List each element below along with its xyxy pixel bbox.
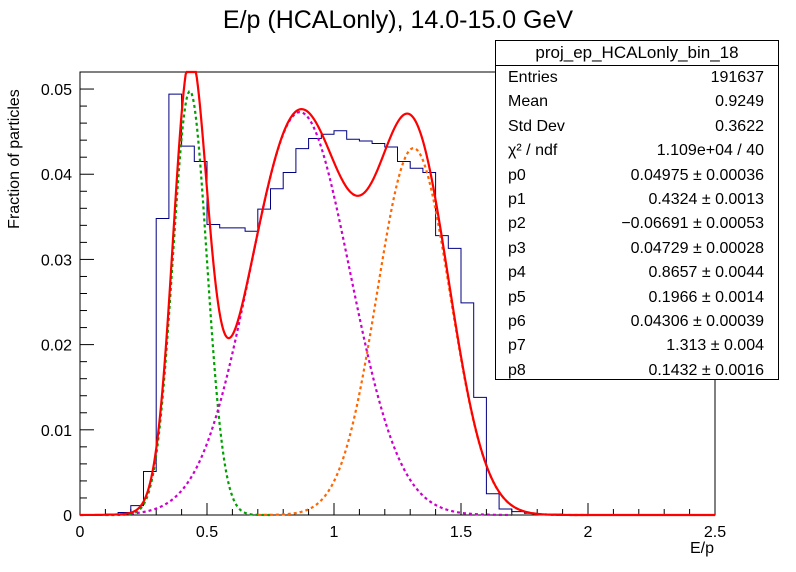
stats-row: p8 0.1432 ± 0.0016 — [496, 359, 778, 383]
x-tick-label: 1 — [330, 524, 339, 541]
stats-label: p2 — [508, 215, 526, 233]
y-tick-label: 0.04 — [41, 167, 72, 184]
stats-value: 0.9249 — [715, 93, 764, 111]
stats-row: p1 0.4324 ± 0.0013 — [496, 188, 778, 212]
stats-value: 0.1432 ± 0.0016 — [648, 361, 764, 379]
stats-row: p5 0.1966 ± 0.0014 — [496, 286, 778, 310]
y-tick-label: 0.02 — [41, 338, 72, 355]
stats-label: p1 — [508, 190, 526, 208]
chart-title: E/p (HCALonly), 14.0-15.0 GeV — [222, 6, 574, 34]
stats-box: proj_ep_HCALonly_bin_18 Entries 191637 Mea… — [495, 40, 779, 380]
histogram-series — [80, 93, 715, 516]
stats-value: 0.3622 — [715, 117, 764, 135]
stats-label: p4 — [508, 264, 526, 282]
stats-label: p6 — [508, 312, 526, 330]
x-tick-label: 2.5 — [704, 524, 726, 541]
y-axis-label: Fraction of particles — [6, 89, 23, 229]
y-tick-label: 0 — [63, 508, 72, 525]
stats-label: χ² / ndf — [508, 142, 558, 160]
x-tick-label: 0.5 — [196, 524, 218, 541]
stats-row: p3 0.04729 ± 0.00028 — [496, 237, 778, 261]
stats-row: p4 0.8657 ± 0.0044 — [496, 261, 778, 285]
y-tick-label: 0.01 — [41, 423, 72, 440]
stats-value: 0.04729 ± 0.00028 — [630, 239, 764, 257]
x-tick-label: 2 — [584, 524, 593, 541]
stats-row: Std Dev 0.3622 — [496, 115, 778, 139]
x-tick-label: 0 — [76, 524, 85, 541]
stats-row: χ² / ndf 1.109e+04 / 40 — [496, 139, 778, 163]
stats-value: 0.04975 ± 0.00036 — [630, 166, 764, 184]
stats-label: p5 — [508, 288, 526, 306]
stats-label: Std Dev — [508, 117, 565, 135]
stats-row: Entries 191637 — [496, 66, 778, 90]
stats-value: 0.1966 ± 0.0014 — [648, 288, 764, 306]
stats-value: 1.109e+04 / 40 — [656, 142, 764, 160]
stats-label: Mean — [508, 93, 549, 111]
stats-row: p7 1.313 ± 0.004 — [496, 334, 778, 358]
stats-row: p2 −0.06691 ± 0.00053 — [496, 212, 778, 236]
stats-label: Entries — [508, 69, 558, 86]
y-tick-label: 0.05 — [41, 82, 72, 99]
stats-value: 0.8657 ± 0.0044 — [648, 264, 764, 282]
stats-label: p8 — [508, 361, 526, 379]
x-tick-label: 1.5 — [450, 524, 472, 541]
stats-label: p3 — [508, 239, 526, 257]
stats-rows: Entries 191637 Mean 0.9249 Std Dev 0.3622 χ² /… — [496, 66, 778, 383]
stats-row: p6 0.04306 ± 0.00039 — [496, 310, 778, 334]
fit-total-curve — [79, 70, 715, 517]
stats-label: p7 — [508, 337, 526, 355]
stats-box-title: proj_ep_HCALonly_bin_18 — [496, 41, 778, 66]
x-axis-label: E/p — [689, 540, 714, 557]
fit-component-1 — [105, 90, 271, 517]
y-tick-label: 0.03 — [41, 252, 72, 269]
stats-value: 0.04306 ± 0.00039 — [630, 312, 764, 330]
stats-row: Mean 0.9249 — [496, 90, 778, 114]
fit-component-2 — [130, 111, 512, 517]
stats-label: p0 — [508, 166, 526, 184]
stats-row: p0 0.04975 ± 0.00036 — [496, 164, 778, 188]
stats-value: 0.4324 ± 0.0013 — [648, 190, 764, 208]
stats-value: 1.313 ± 0.004 — [666, 337, 764, 355]
stats-value: −0.06691 ± 0.00053 — [621, 215, 764, 233]
stats-value: 191637 — [710, 69, 764, 86]
